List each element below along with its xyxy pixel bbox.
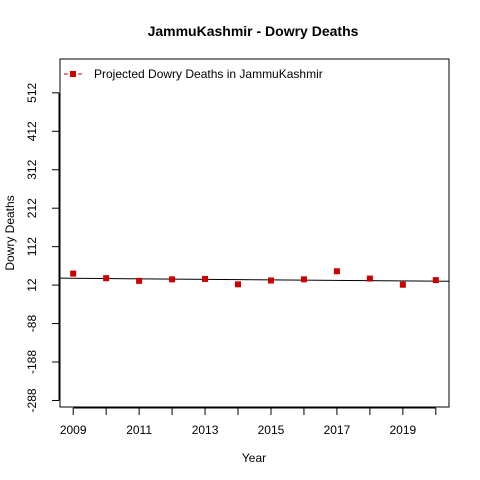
x-tick-label-2017: 2017	[324, 423, 351, 437]
y-tick-label-512: 512	[25, 83, 39, 103]
data-point-2017	[333, 268, 340, 275]
data-point-2015	[267, 277, 274, 284]
y-tick-label-12: 12	[25, 278, 39, 292]
data-points-layer	[70, 268, 439, 288]
y-tick-label-212: 212	[25, 198, 39, 218]
x-tick-label-2009: 2009	[60, 423, 87, 437]
data-point-2018	[366, 275, 373, 282]
y-tick-label--88: -88	[25, 315, 39, 333]
x-tick-label-2019: 2019	[389, 423, 416, 437]
data-point-2019	[399, 281, 406, 288]
x-tick-label-2011: 2011	[126, 423, 152, 437]
legend-entry-label: Projected Dowry Deaths in JammuKashmir	[94, 67, 323, 81]
data-point-2009	[70, 270, 77, 277]
y-axis-label: Dowry Deaths	[3, 195, 17, 270]
legend-marker-swatch	[70, 71, 76, 77]
data-point-2014	[235, 281, 242, 288]
x-tick-label-2013: 2013	[192, 423, 219, 437]
y-tick-label-112: 112	[25, 237, 39, 256]
y-tick-label-412: 412	[25, 121, 39, 141]
y-tick-label-312: 312	[25, 159, 39, 179]
data-point-2012	[169, 276, 176, 283]
legend: Projected Dowry Deaths in JammuKashmir	[64, 67, 323, 81]
x-tick-label-2015: 2015	[258, 423, 285, 437]
y-axis: -288 -188 -88 12 112 212 312 412 512	[25, 83, 60, 412]
chart-title: JammuKashmir - Dowry Deaths	[148, 23, 359, 39]
data-point-2010	[103, 275, 110, 282]
plot-area	[59, 58, 450, 408]
x-axis-label: Year	[242, 451, 266, 465]
data-point-2020	[432, 277, 439, 284]
data-point-2011	[136, 277, 143, 284]
y-tick-label--188: -188	[25, 350, 39, 374]
y-tick-label--288: -288	[25, 388, 39, 412]
data-point-2013	[202, 275, 209, 282]
trend-line	[59, 277, 450, 282]
trend-line-layer	[59, 277, 450, 282]
data-point-2016	[300, 276, 307, 283]
x-axis: 2009 2011 2013 2015 2017 2019	[60, 407, 437, 437]
